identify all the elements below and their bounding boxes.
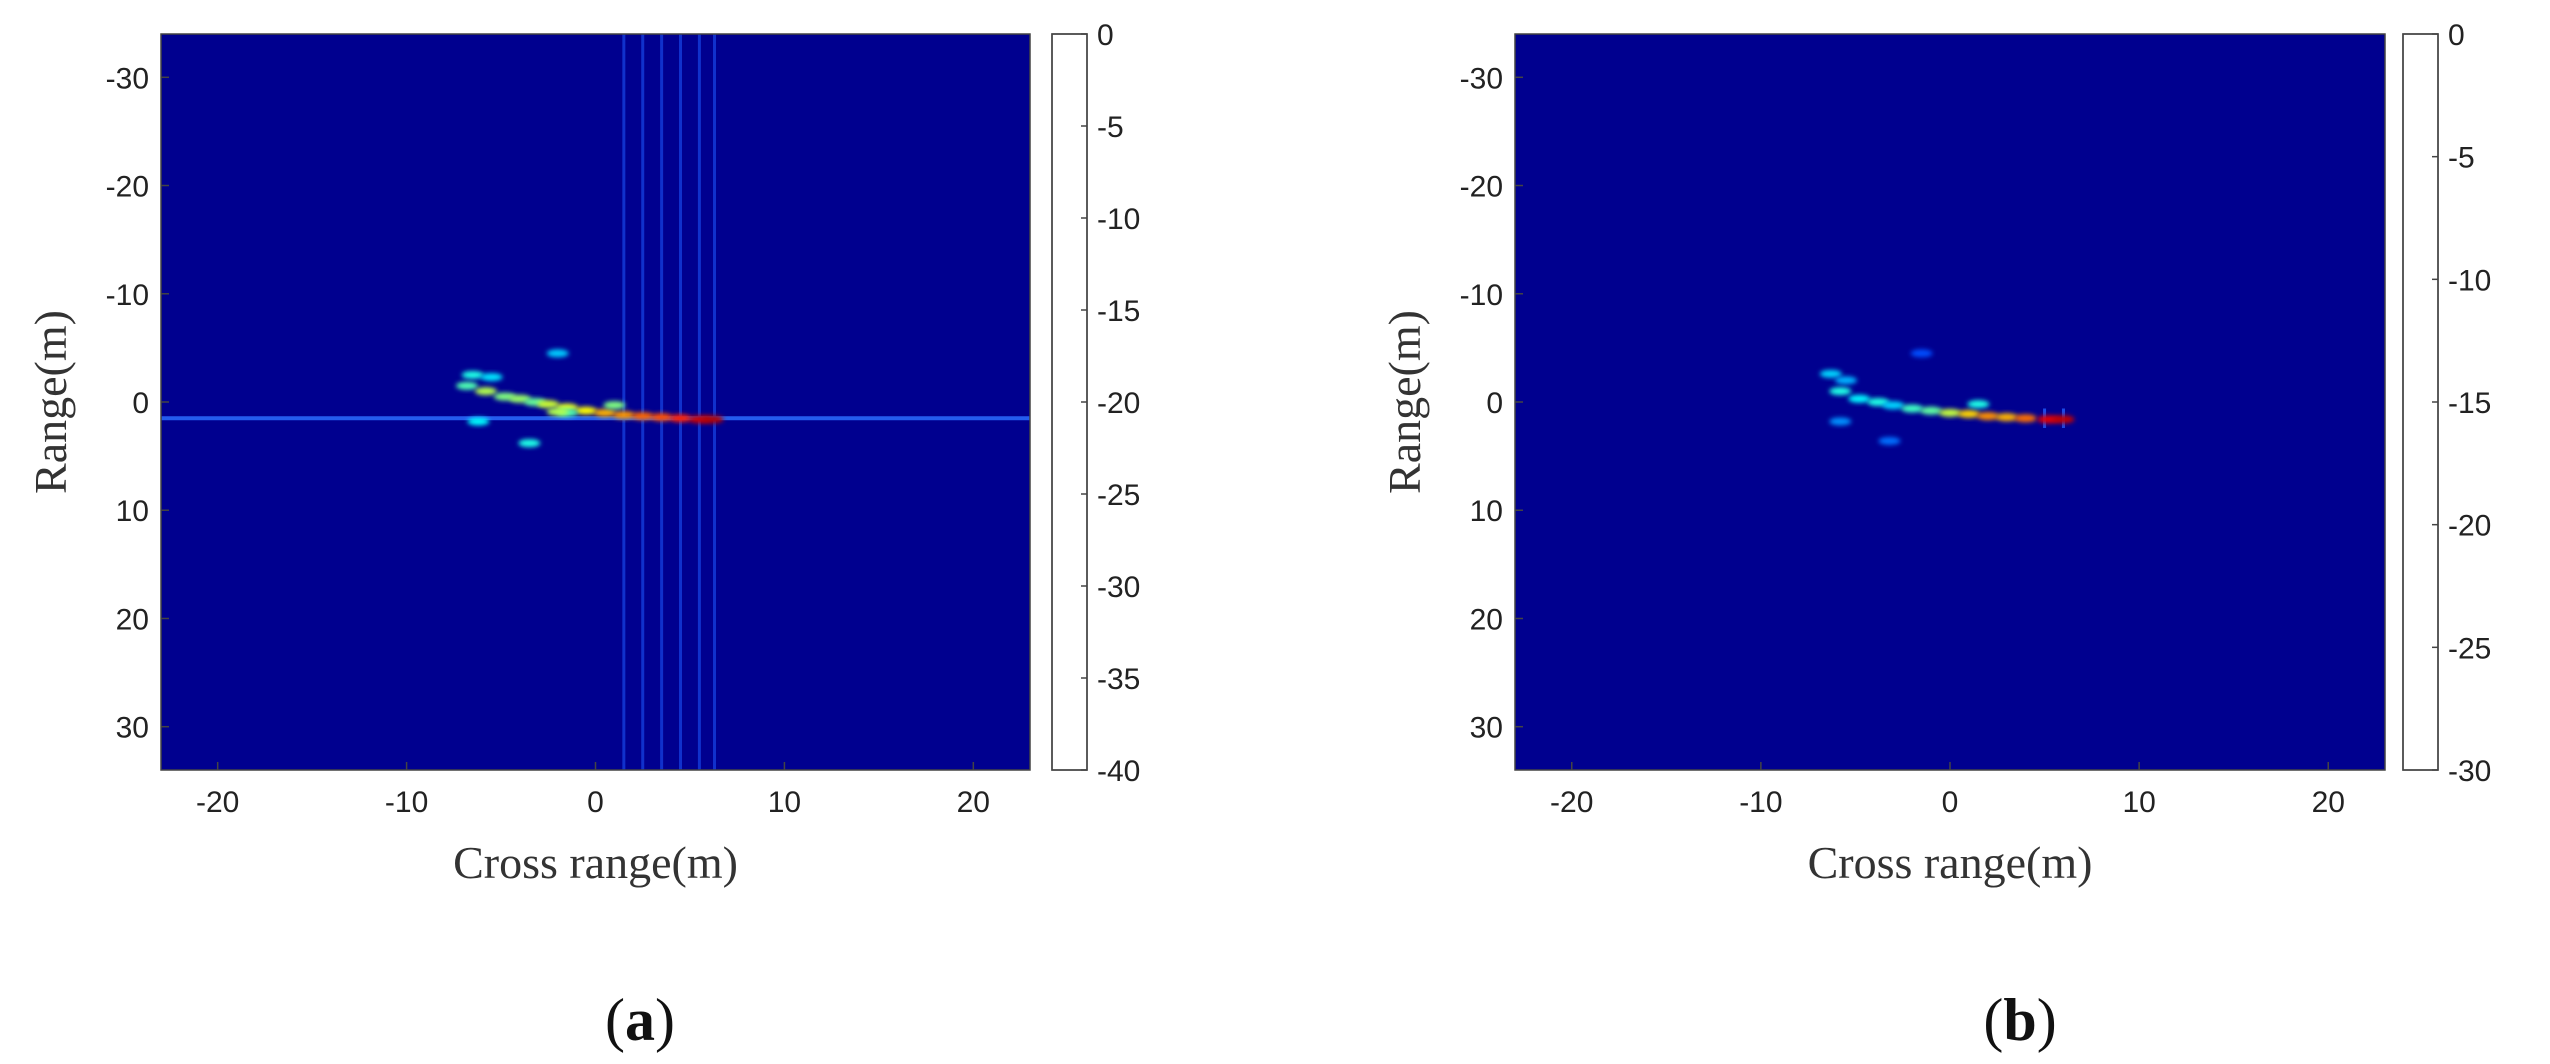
colorbar-tick-label: 0 bbox=[2448, 19, 2465, 52]
scatterer-point bbox=[669, 414, 692, 423]
scatterer-point bbox=[467, 417, 490, 426]
x-tick-label: 0 bbox=[587, 786, 604, 819]
crossrange-sidelobe-line bbox=[622, 34, 626, 770]
scatterer-point bbox=[1882, 401, 1905, 410]
scatterer-point bbox=[650, 413, 673, 422]
y-tick-label: 0 bbox=[132, 387, 149, 420]
scatterer-point bbox=[1910, 349, 1933, 358]
y-tick-label: 20 bbox=[1470, 603, 1503, 636]
colorbar-tick-label: -25 bbox=[2448, 632, 2491, 665]
scatterer-point bbox=[631, 412, 654, 421]
scatterer-point bbox=[1920, 406, 1943, 415]
x-axis-label: Cross range(m) bbox=[453, 837, 738, 888]
x-tick-label: 20 bbox=[957, 786, 990, 819]
y-tick-label: -10 bbox=[106, 279, 149, 312]
scatterer-point bbox=[2052, 415, 2075, 424]
plot-area bbox=[1515, 34, 2385, 770]
crossrange-sidelobe-line bbox=[641, 34, 645, 770]
scatterer-point bbox=[474, 387, 497, 396]
panel-label: (b) bbox=[1983, 987, 2056, 1053]
scatterer-point bbox=[480, 373, 503, 382]
x-tick-label: -20 bbox=[196, 786, 239, 819]
x-tick-label: -10 bbox=[1739, 786, 1782, 819]
crossrange-sidelobe-line bbox=[713, 34, 717, 770]
panel-b: -20 -10 0 10 20 -30 -20 -10 0 10 20 30 Cross range(m… bbox=[1379, 19, 2491, 1053]
x-axis-label: Cross range(m) bbox=[1808, 837, 2093, 888]
colorbar-tick-label: -5 bbox=[2448, 142, 2475, 175]
crossrange-sidelobe-line bbox=[697, 34, 701, 770]
scatterer-point bbox=[2037, 415, 2060, 424]
y-tick-label: -30 bbox=[106, 62, 149, 95]
scatterer-point bbox=[456, 381, 479, 390]
scatterer-point bbox=[1819, 369, 1842, 378]
y-tick-label: -10 bbox=[1460, 279, 1503, 312]
colorbar-tick-label: -30 bbox=[2448, 755, 2491, 788]
scatterer-point bbox=[593, 408, 616, 417]
scatterer-point bbox=[1829, 387, 1852, 396]
x-tick-label: 20 bbox=[2312, 786, 2345, 819]
colorbar-tick-label: -15 bbox=[2448, 387, 2491, 420]
colorbar-tick-label: -20 bbox=[2448, 510, 2491, 543]
crossrange-sidelobe-line bbox=[660, 34, 664, 770]
scatterer-point bbox=[603, 401, 626, 410]
scatterer-point bbox=[546, 407, 569, 416]
colorbar-tick-label: 0 bbox=[1097, 19, 1114, 52]
y-tick-label: 30 bbox=[1470, 712, 1503, 745]
scatterer-point bbox=[1995, 413, 2018, 422]
colorbar-tick-label: -10 bbox=[2448, 264, 2491, 297]
scatterer-point bbox=[1829, 417, 1852, 426]
scatterer-point bbox=[575, 406, 598, 415]
y-tick-label: 30 bbox=[116, 712, 149, 745]
scatterer-point bbox=[1939, 408, 1961, 417]
scatterer-point bbox=[537, 400, 560, 409]
x-tick-label: 10 bbox=[2122, 786, 2155, 819]
colorbar-tick-label: -5 bbox=[1097, 111, 1124, 144]
y-axis-label: Range(m) bbox=[25, 310, 76, 494]
y-tick-label: -20 bbox=[106, 171, 149, 204]
scatterer-point bbox=[461, 370, 484, 379]
plot-area bbox=[161, 34, 1030, 770]
scatterer-point bbox=[546, 349, 569, 358]
scatterer-point bbox=[1848, 394, 1871, 403]
y-tick-label: -30 bbox=[1460, 62, 1503, 95]
x-tick-label: 10 bbox=[768, 786, 801, 819]
scatterer-point bbox=[2014, 414, 2037, 423]
scatterer-point bbox=[612, 410, 635, 419]
x-tick-label: -10 bbox=[385, 786, 428, 819]
range-sidelobe-line bbox=[161, 416, 1030, 421]
y-tick-label: 10 bbox=[1470, 495, 1503, 528]
scatterer-point bbox=[1957, 409, 1980, 418]
scatterer-point bbox=[1901, 404, 1924, 413]
scatterer-point bbox=[1967, 400, 1990, 409]
scatterer-point bbox=[518, 439, 541, 448]
image-layer bbox=[1819, 349, 2075, 445]
scatterer-point bbox=[701, 415, 724, 424]
panel-label: (a) bbox=[605, 987, 675, 1053]
scatterer-point bbox=[1834, 376, 1857, 385]
y-tick-label: 0 bbox=[1486, 387, 1503, 420]
image-layer bbox=[161, 34, 1030, 770]
colorbar-tick-label: -20 bbox=[1097, 387, 1140, 420]
colorbar-tick-label: -15 bbox=[1097, 295, 1140, 328]
colorbar-tick-label: -10 bbox=[1097, 203, 1140, 236]
colorbar-tick-label: -30 bbox=[1097, 571, 1140, 604]
crossrange-sidelobe-line bbox=[679, 34, 683, 770]
colorbar-tick-label: -25 bbox=[1097, 479, 1140, 512]
y-tick-label: 10 bbox=[116, 495, 149, 528]
y-tick-label: 20 bbox=[116, 603, 149, 636]
colorbar-tick-label: -40 bbox=[1097, 755, 1140, 788]
y-axis-label: Range(m) bbox=[1379, 310, 1430, 494]
scatterer-point bbox=[1878, 436, 1901, 445]
panel-a: -20 -10 0 10 20 -30 -20 -10 0 10 20 30 Cross range(m… bbox=[25, 19, 1140, 1053]
scatterer-point bbox=[1976, 412, 1999, 421]
x-tick-label: -20 bbox=[1550, 786, 1593, 819]
x-tick-label: 0 bbox=[1942, 786, 1959, 819]
y-tick-label: -20 bbox=[1460, 171, 1503, 204]
colorbar-tick-label: -35 bbox=[1097, 663, 1140, 696]
